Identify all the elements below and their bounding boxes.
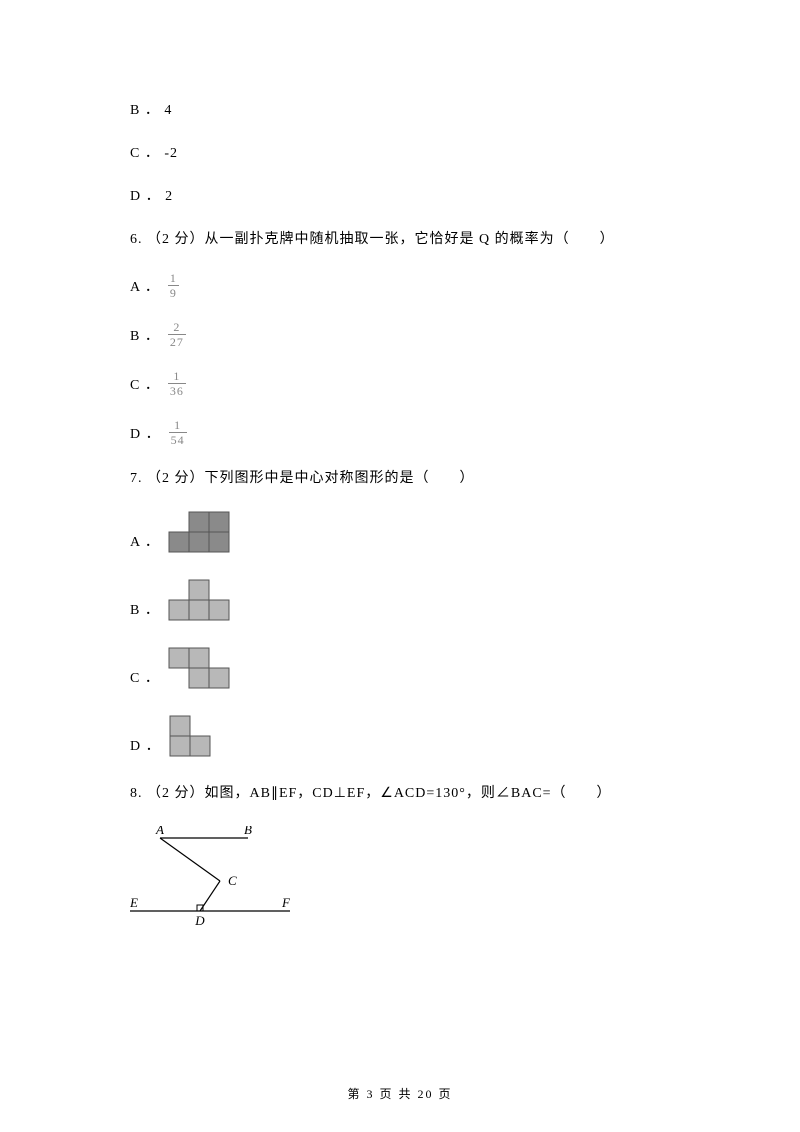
fraction: 227 <box>168 321 186 348</box>
svg-text:A: A <box>155 826 164 837</box>
answer-option: B ． 227 <box>130 321 670 348</box>
tetromino-shape <box>168 647 230 689</box>
svg-text:B: B <box>244 826 252 837</box>
tetromino-shape <box>168 511 230 553</box>
page-content: B ． 4 C ． -2 D ． 2 6. （2 分）从一副扑克牌中随机抽取一张，它… <box>0 0 800 931</box>
answer-option: A ． 19 <box>130 272 670 299</box>
question-8: 8. （2 分）如图，AB∥EF，CD⊥EF，∠ACD=130°，则∠BAC=（… <box>130 783 670 804</box>
answer-option: D ． 154 <box>130 419 670 446</box>
answer-option: D ． 2 <box>130 186 670 207</box>
question-6: 6. （2 分）从一副扑克牌中随机抽取一张，它恰好是 Q 的概率为（ ） <box>130 229 670 250</box>
top-options-group: B ． 4 C ． -2 D ． 2 <box>130 100 670 207</box>
question-7-options: A ． B ． C ． D ． <box>130 511 670 757</box>
question-8-diagram: A B C D E F <box>130 826 670 931</box>
tetromino-shape <box>169 715 211 757</box>
option-label: A ． <box>130 531 160 553</box>
page-footer: 第 3 页 共 20 页 <box>0 1085 800 1102</box>
option-label: A ． <box>130 276 160 296</box>
svg-text:F: F <box>281 895 291 910</box>
answer-option: C ． 136 <box>130 370 670 397</box>
answer-option: B ． 4 <box>130 100 670 121</box>
fraction: 154 <box>169 419 187 446</box>
option-label: B ． <box>130 599 160 621</box>
option-label: C ． <box>130 667 160 689</box>
fraction: 136 <box>168 370 186 397</box>
question-6-options: A ． 19 B ． 227 C ． 136 D ． 154 <box>130 272 670 446</box>
geometry-diagram: A B C D E F <box>130 826 330 926</box>
answer-option: D ． <box>130 715 670 757</box>
question-7: 7. （2 分）下列图形中是中心对称图形的是（ ） <box>130 468 670 489</box>
svg-text:C: C <box>228 873 237 888</box>
option-label: B ． <box>130 325 160 345</box>
option-label: D ． <box>130 423 161 443</box>
answer-option: C ． -2 <box>130 143 670 164</box>
svg-text:E: E <box>130 895 138 910</box>
tetromino-shape <box>168 579 230 621</box>
svg-text:D: D <box>194 913 205 926</box>
option-label: C ． <box>130 374 160 394</box>
answer-option: A ． <box>130 511 670 553</box>
option-label: D ． <box>130 735 161 757</box>
fraction: 19 <box>168 272 179 299</box>
answer-option: B ． <box>130 579 670 621</box>
answer-option: C ． <box>130 647 670 689</box>
